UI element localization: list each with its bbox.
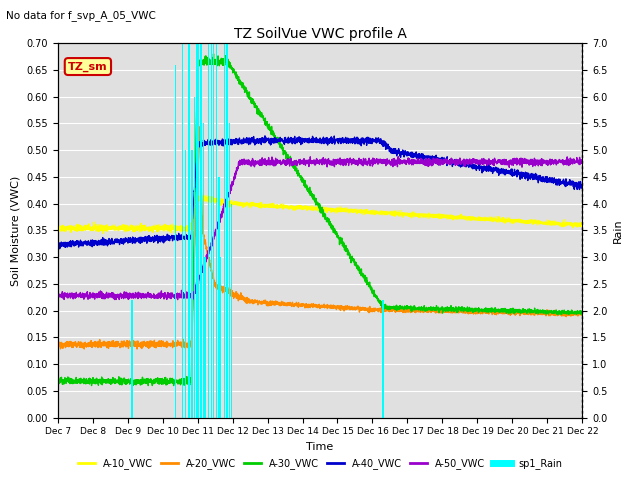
Text: No data for f_svp_A_05_VWC: No data for f_svp_A_05_VWC	[6, 10, 156, 21]
Text: TZ_sm: TZ_sm	[68, 61, 108, 72]
Title: TZ SoilVue VWC profile A: TZ SoilVue VWC profile A	[234, 27, 406, 41]
Y-axis label: Soil Moisture (VWC): Soil Moisture (VWC)	[11, 175, 20, 286]
X-axis label: Time: Time	[307, 442, 333, 452]
Y-axis label: Rain: Rain	[613, 218, 623, 243]
Legend: A-10_VWC, A-20_VWC, A-30_VWC, A-40_VWC, A-50_VWC, sp1_Rain: A-10_VWC, A-20_VWC, A-30_VWC, A-40_VWC, …	[74, 454, 566, 473]
